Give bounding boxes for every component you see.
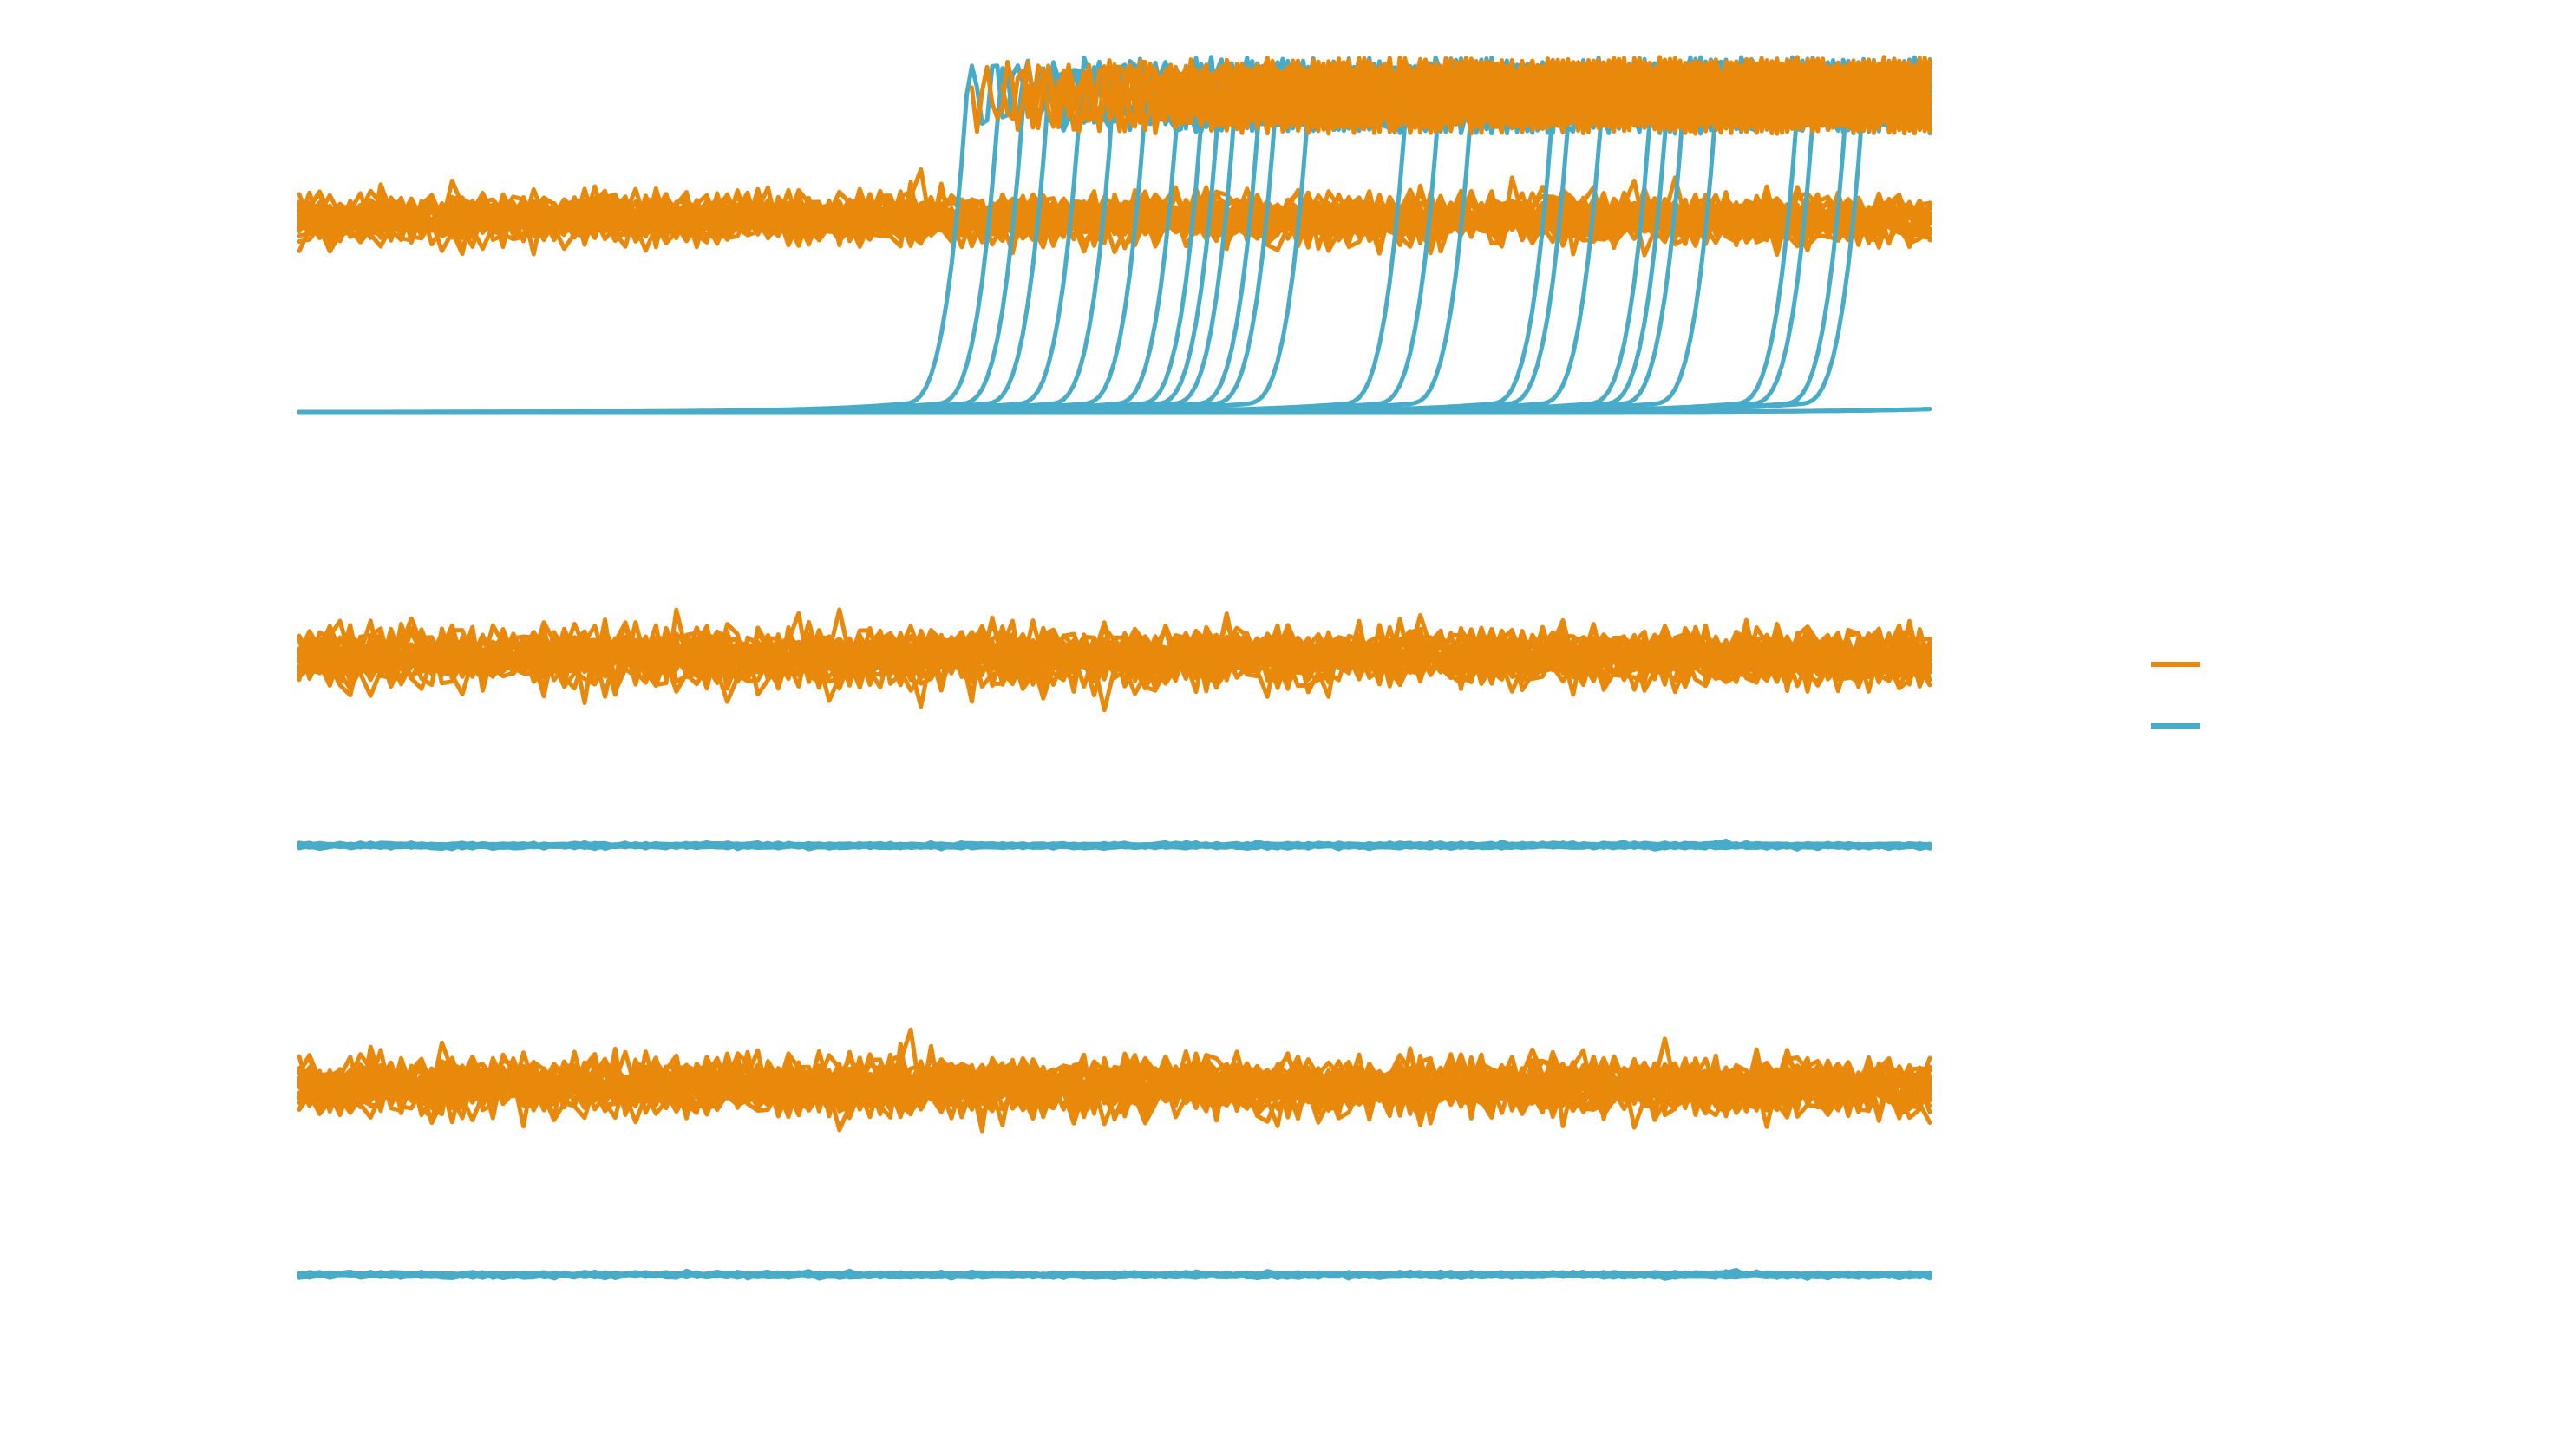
top-series-3-run-line	[1867, 59, 1932, 126]
middle-series-1-run-line	[297, 623, 1932, 689]
top-series-2-run-line	[297, 407, 1932, 415]
bottom-series-1-run-line	[297, 1058, 1932, 1122]
bottom-series-1-run-line	[297, 1054, 1932, 1133]
top-panel	[297, 55, 1932, 415]
middle-panel	[297, 607, 1932, 852]
bottom-series-1-run-line	[297, 1049, 1932, 1128]
bottom-panel	[297, 1027, 1932, 1281]
middle-series-2-run-line	[297, 840, 1932, 852]
bottom-series-2-run-line	[297, 1269, 1932, 1281]
bottom-series-1-run-line	[297, 1048, 1932, 1125]
legend	[2151, 662, 2200, 729]
